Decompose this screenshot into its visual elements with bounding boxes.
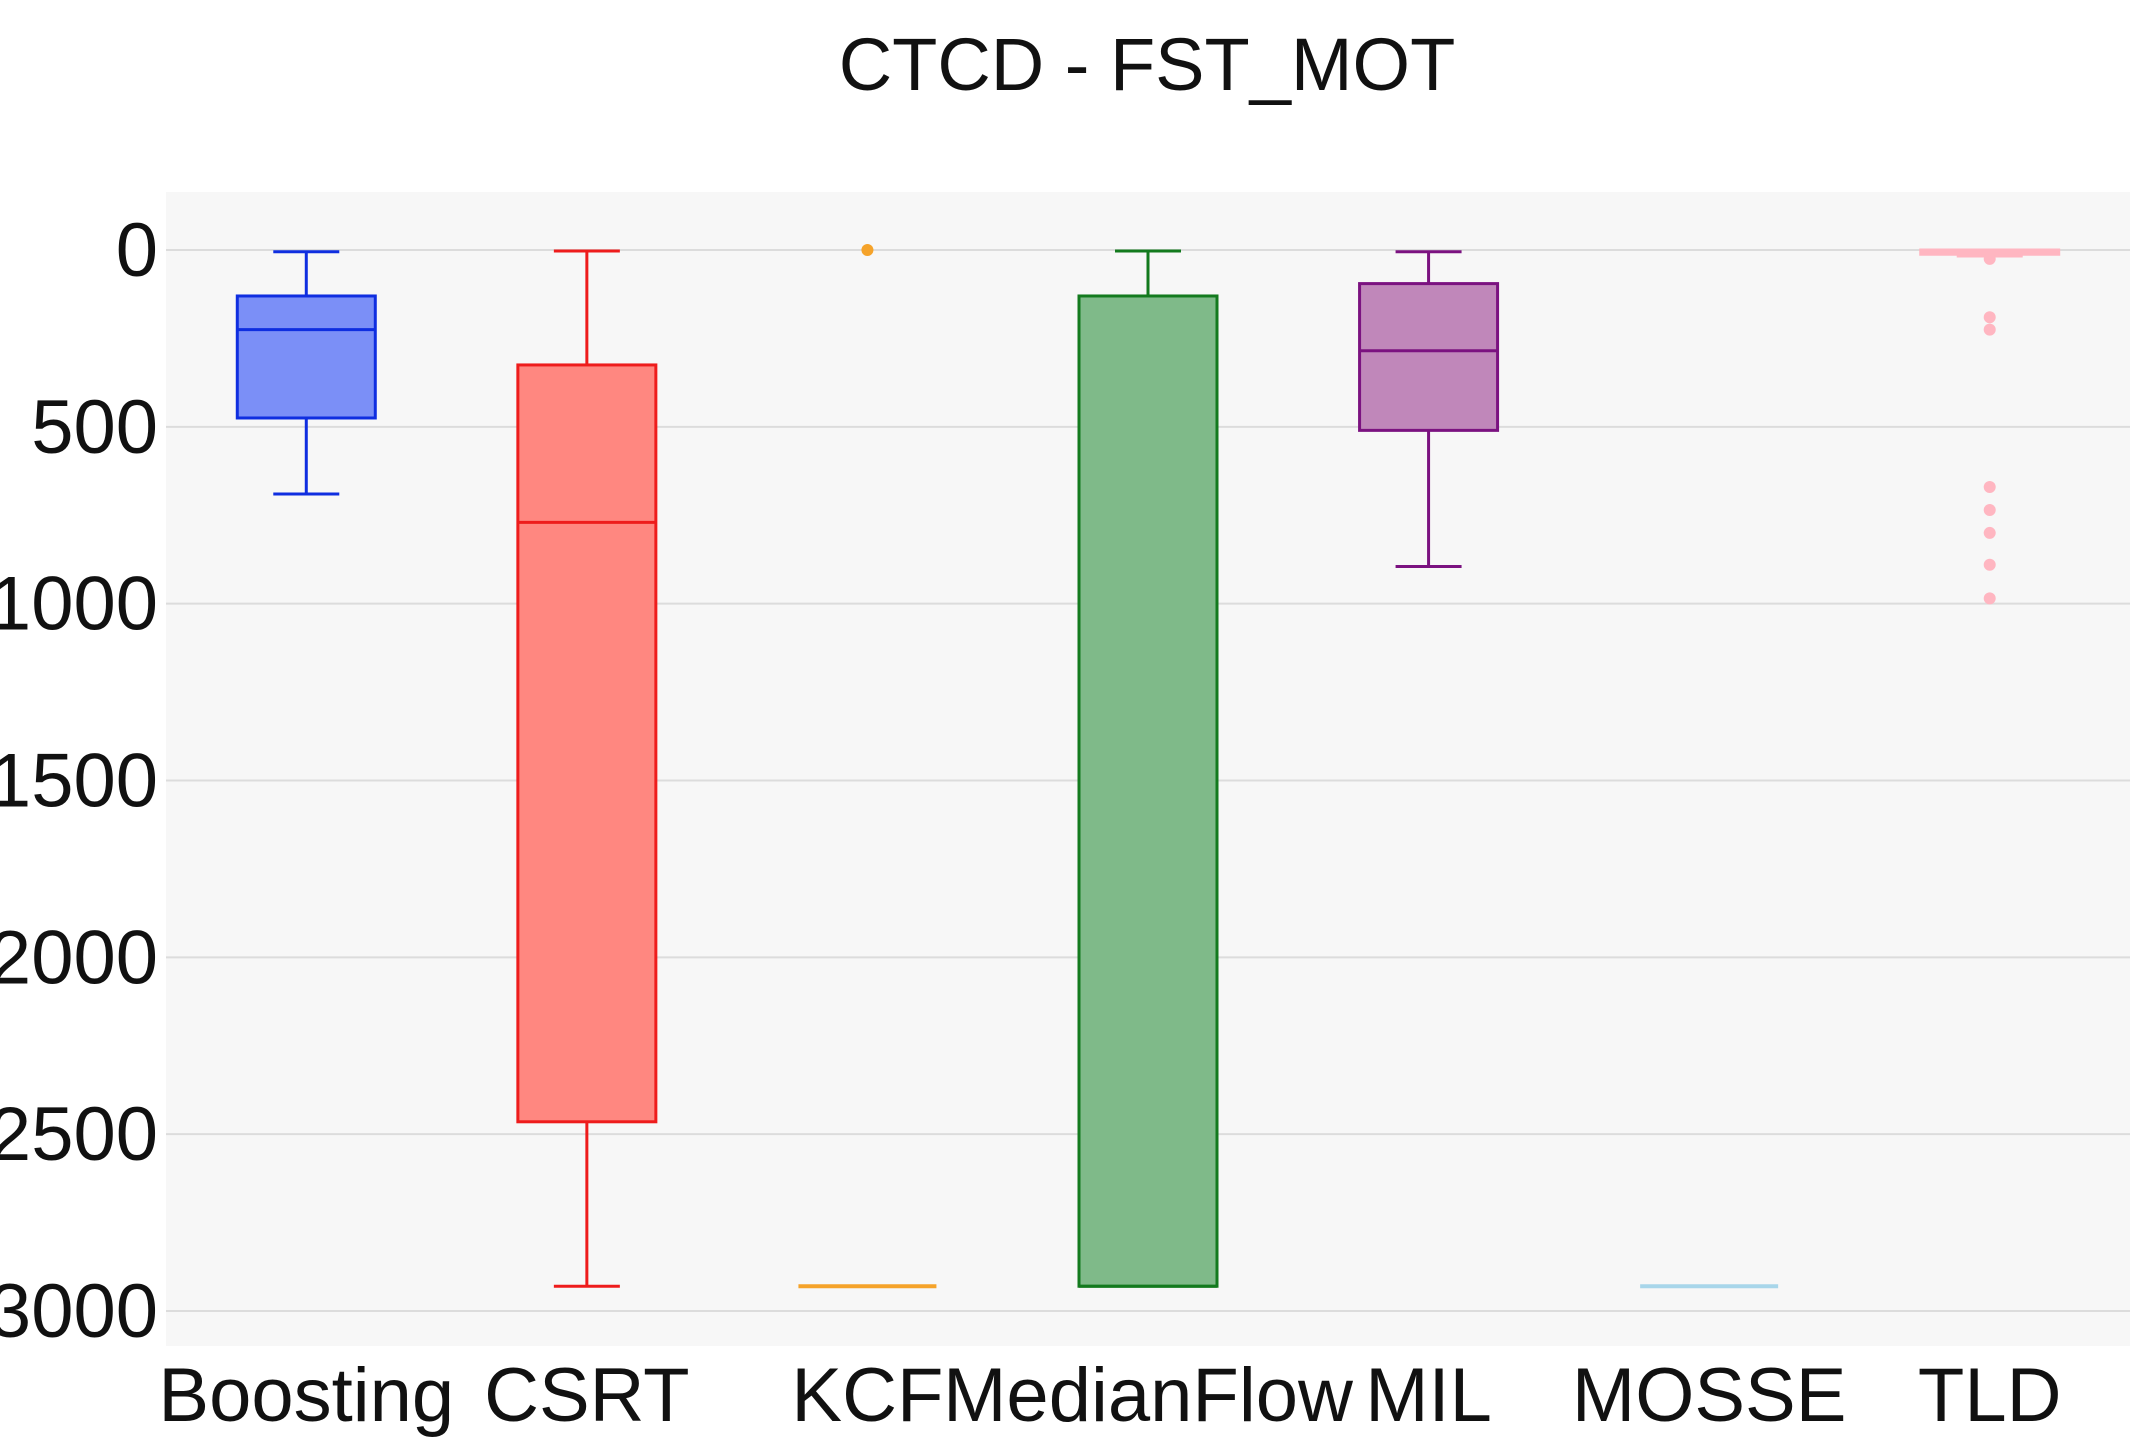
x-axis: Boosting CSRT KCF MedianFlow MIL MOSSE TLD [158, 1353, 2061, 1438]
y-tick-label: 3000 [0, 1269, 158, 1354]
y-tick-label: 1000 [0, 562, 158, 647]
outlier-point-tld [1983, 503, 1996, 516]
box-medianflow [1077, 249, 1219, 1288]
y-axis: 0 500 1000 1500 2000 2500 3000 [0, 208, 158, 1354]
box-body-medianflow [1077, 294, 1219, 1288]
x-tick-label: CSRT [484, 1353, 690, 1438]
y-tick-label: 1500 [0, 739, 158, 824]
outlier-point-tld [1983, 323, 1996, 336]
chart-title: CTCD - FST_MOT [839, 23, 1456, 106]
box-mil [1358, 250, 1500, 569]
outlier-point-tld [1983, 592, 1996, 605]
y-tick-label: 2000 [0, 915, 158, 1000]
box-boosting [235, 250, 377, 496]
x-tick-label: KCF [791, 1353, 943, 1438]
outlier-point-kcf [861, 244, 874, 256]
outlier-point-tld [1983, 558, 1996, 571]
x-tick-label: MOSSE [1572, 1353, 1847, 1438]
outlier-point-tld [1983, 526, 1996, 539]
y-tick-label: 2500 [0, 1092, 158, 1177]
box-body-boosting [235, 294, 377, 420]
outlier-point-tld [1983, 252, 1996, 265]
x-tick-label: TLD [1918, 1353, 2062, 1438]
box-csrt [516, 249, 658, 1288]
y-tick-label: 0 [116, 208, 158, 293]
box-kcf [798, 244, 937, 1289]
boxes-layer [235, 244, 2061, 1289]
outlier-point-tld [1983, 311, 1996, 324]
outlier-point-tld [1983, 480, 1996, 493]
x-tick-label: Boosting [158, 1353, 454, 1438]
box-tld [1919, 248, 2061, 605]
box-body-csrt [516, 363, 658, 1124]
y-tick-label: 500 [31, 385, 158, 470]
x-tick-label: MedianFlow [943, 1353, 1354, 1438]
box-body-mil [1358, 282, 1500, 432]
x-tick-label: MIL [1365, 1353, 1492, 1438]
